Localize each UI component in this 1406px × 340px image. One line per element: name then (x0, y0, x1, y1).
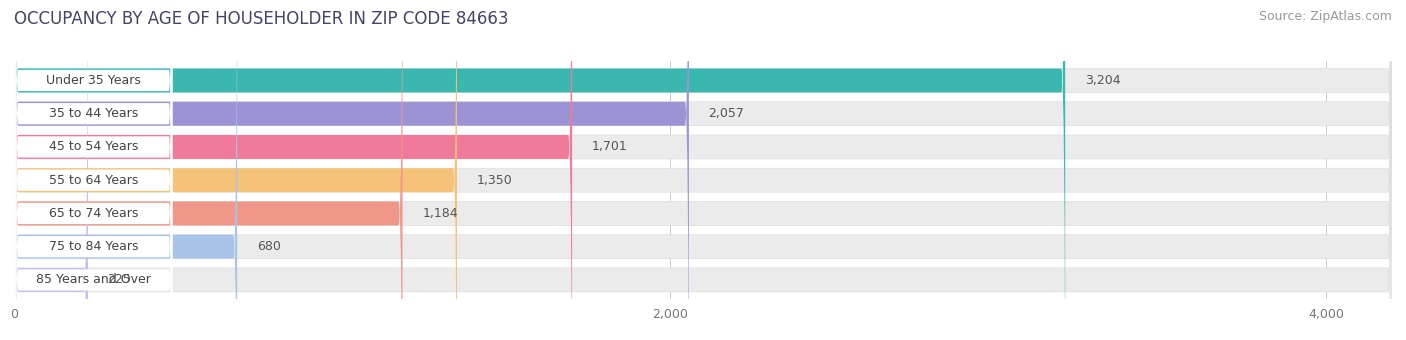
FancyBboxPatch shape (14, 0, 1392, 340)
FancyBboxPatch shape (14, 0, 1392, 340)
FancyBboxPatch shape (14, 0, 689, 340)
FancyBboxPatch shape (14, 0, 172, 340)
Text: 85 Years and Over: 85 Years and Over (37, 273, 150, 286)
Text: 3,204: 3,204 (1085, 74, 1121, 87)
Text: OCCUPANCY BY AGE OF HOUSEHOLDER IN ZIP CODE 84663: OCCUPANCY BY AGE OF HOUSEHOLDER IN ZIP C… (14, 10, 509, 28)
Text: 2,057: 2,057 (709, 107, 744, 120)
FancyBboxPatch shape (14, 0, 1392, 340)
FancyBboxPatch shape (14, 0, 172, 340)
FancyBboxPatch shape (14, 0, 172, 340)
FancyBboxPatch shape (14, 0, 1392, 340)
FancyBboxPatch shape (14, 0, 1392, 340)
Text: 1,701: 1,701 (592, 140, 627, 153)
Text: 75 to 84 Years: 75 to 84 Years (49, 240, 138, 253)
Text: 1,184: 1,184 (422, 207, 458, 220)
Text: 35 to 44 Years: 35 to 44 Years (49, 107, 138, 120)
FancyBboxPatch shape (14, 0, 172, 340)
FancyBboxPatch shape (14, 0, 457, 340)
Text: 65 to 74 Years: 65 to 74 Years (49, 207, 138, 220)
Text: 680: 680 (257, 240, 281, 253)
Text: 45 to 54 Years: 45 to 54 Years (49, 140, 138, 153)
Text: Source: ZipAtlas.com: Source: ZipAtlas.com (1258, 10, 1392, 23)
Text: 1,350: 1,350 (477, 174, 512, 187)
FancyBboxPatch shape (14, 0, 87, 340)
FancyBboxPatch shape (14, 0, 1392, 340)
FancyBboxPatch shape (14, 0, 172, 340)
FancyBboxPatch shape (14, 0, 572, 340)
Text: 225: 225 (107, 273, 131, 286)
Text: Under 35 Years: Under 35 Years (46, 74, 141, 87)
FancyBboxPatch shape (14, 0, 172, 340)
FancyBboxPatch shape (14, 0, 1066, 340)
FancyBboxPatch shape (14, 0, 402, 340)
Text: 55 to 64 Years: 55 to 64 Years (49, 174, 138, 187)
FancyBboxPatch shape (14, 0, 238, 340)
FancyBboxPatch shape (14, 0, 172, 340)
FancyBboxPatch shape (14, 0, 1392, 340)
